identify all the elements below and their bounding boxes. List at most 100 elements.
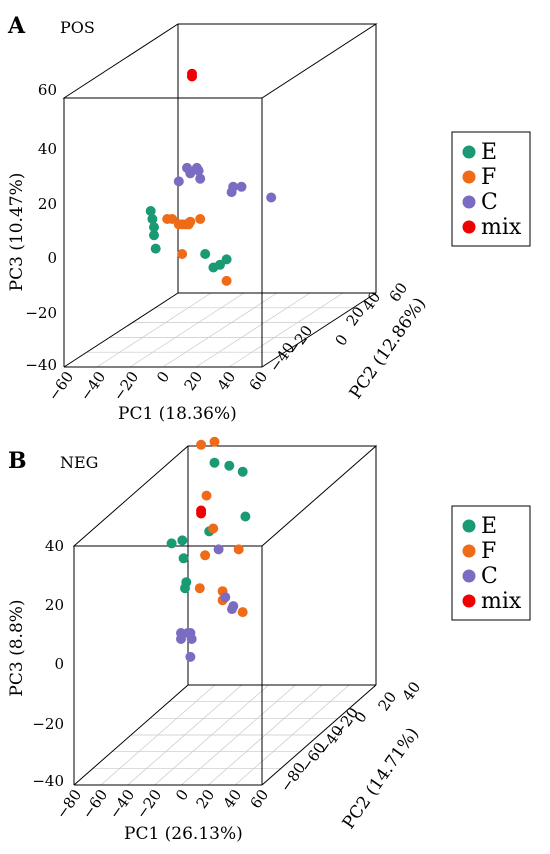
data-point-c <box>195 173 206 184</box>
data-point-f <box>194 583 205 594</box>
legend-label-e: E <box>481 514 497 539</box>
b-x-tick-20: 20 <box>193 786 219 812</box>
b-x-tick-m20: −20 <box>132 786 165 822</box>
floor-grid-line <box>162 292 278 368</box>
legend-label-c: C <box>481 564 498 589</box>
floor-grid-line <box>96 292 212 368</box>
data-point-f <box>237 607 248 618</box>
legend-label-c: C <box>481 190 498 215</box>
legend-marker-e <box>462 145 476 159</box>
b-x-tick-m80: −80 <box>52 786 85 822</box>
data-point-f <box>201 490 212 501</box>
data-point-e <box>149 222 159 233</box>
data-point-c <box>228 601 239 612</box>
data-point-c <box>185 651 196 662</box>
b-z-tick-m40: −40 <box>32 772 64 790</box>
a-x-label: PC1 (18.36%) <box>118 404 237 424</box>
data-point-c <box>220 592 231 603</box>
data-point-f <box>185 216 196 227</box>
b-z-tick-20: 20 <box>45 596 64 614</box>
b-x-tick-0: 0 <box>172 786 192 804</box>
data-point-e <box>150 243 161 254</box>
data-point-f <box>167 214 178 224</box>
panel-b: B NEG 40 20 0 −20 −40 PC3 (8.8%) −80 −60… <box>7 436 531 844</box>
data-point-e <box>240 511 251 522</box>
legend-label-mix: mix <box>481 589 522 614</box>
a-z-tick-m20: −20 <box>25 304 57 322</box>
data-point-e <box>177 535 188 546</box>
floor-grid-line <box>228 292 344 368</box>
a-x-tick-0: 0 <box>153 368 173 386</box>
data-point-e <box>149 230 159 241</box>
data-point-e <box>200 249 211 259</box>
data-point-e <box>147 214 158 224</box>
data-point-c <box>173 176 184 187</box>
legend-label-e: E <box>481 140 497 165</box>
data-point-f <box>233 544 244 555</box>
panel-a-points <box>145 68 277 286</box>
data-point-f <box>221 275 232 286</box>
a-z-label: PC3 (10.47%) <box>7 173 27 292</box>
data-point-c <box>213 544 224 555</box>
b-z-tick-0: 0 <box>54 655 64 673</box>
data-point-e <box>178 553 189 564</box>
panel-b-mode: NEG <box>60 453 98 472</box>
b-x-tick-40: 40 <box>220 786 246 812</box>
b-x-tick-m60: −60 <box>78 786 111 822</box>
data-point-mix <box>196 508 207 519</box>
b-x-tick-60: 60 <box>247 786 273 812</box>
panel-a: A POS 60 40 20 0 −20 −40 PC3 (10.47%) −6… <box>7 13 531 424</box>
a-x-tick-m40: −40 <box>76 368 109 404</box>
data-point-c <box>236 181 247 192</box>
b-y-tick-20: 20 <box>375 688 401 714</box>
legend-marker-c <box>462 195 476 209</box>
legend-marker-c <box>462 569 476 583</box>
data-point-e <box>209 457 220 468</box>
data-point-e <box>166 538 177 549</box>
legend-marker-e <box>462 519 476 533</box>
b-x-label: PC1 (26.13%) <box>124 824 243 844</box>
a-x-tick-20: 20 <box>181 368 207 394</box>
floor-grid-line <box>195 292 311 368</box>
data-point-e <box>215 259 225 270</box>
data-point-c <box>176 634 186 644</box>
panel-b-floor-grid <box>93 684 357 786</box>
data-point-f <box>209 436 220 447</box>
data-point-c <box>185 168 196 179</box>
a-x-tick-40: 40 <box>214 368 240 394</box>
a-z-tick-0: 0 <box>47 249 57 267</box>
data-point-c <box>228 181 239 192</box>
b-z-tick-m20: −20 <box>32 715 64 733</box>
b-x-tick-m40: −40 <box>105 786 138 822</box>
data-point-c <box>186 634 197 644</box>
legend-marker-f <box>462 170 476 184</box>
b-y-tick-40: 40 <box>399 678 425 704</box>
legend-marker-mix <box>462 594 476 608</box>
floor-grid-line <box>129 292 245 368</box>
b-z-label: PC3 (8.8%) <box>7 599 27 696</box>
a-y-tick-60: 60 <box>386 279 412 305</box>
data-point-e <box>145 206 156 216</box>
data-point-mix <box>187 68 197 79</box>
legend-marker-mix <box>462 220 476 234</box>
b-y-label: PC2 (14.71%) <box>339 724 424 833</box>
panel-a-floor-grid <box>86 292 354 368</box>
a-y-tick-0: 0 <box>332 331 352 349</box>
panel-b-points <box>166 436 251 662</box>
data-point-c <box>193 165 204 176</box>
data-point-f <box>208 523 219 534</box>
data-point-f <box>196 439 207 450</box>
data-point-f <box>195 214 206 224</box>
data-point-e <box>237 466 248 477</box>
legend-label-f: F <box>481 165 496 190</box>
a-z-tick-40: 40 <box>38 140 57 158</box>
panel-a-letter: A <box>7 13 26 39</box>
legend-label-mix: mix <box>481 215 522 240</box>
a-z-tick-20: 20 <box>38 195 57 213</box>
data-point-f <box>177 249 188 259</box>
b-z-tick-40: 40 <box>45 537 64 555</box>
a-z-tick-m40: −40 <box>25 356 57 374</box>
legend-label-f: F <box>481 539 496 564</box>
